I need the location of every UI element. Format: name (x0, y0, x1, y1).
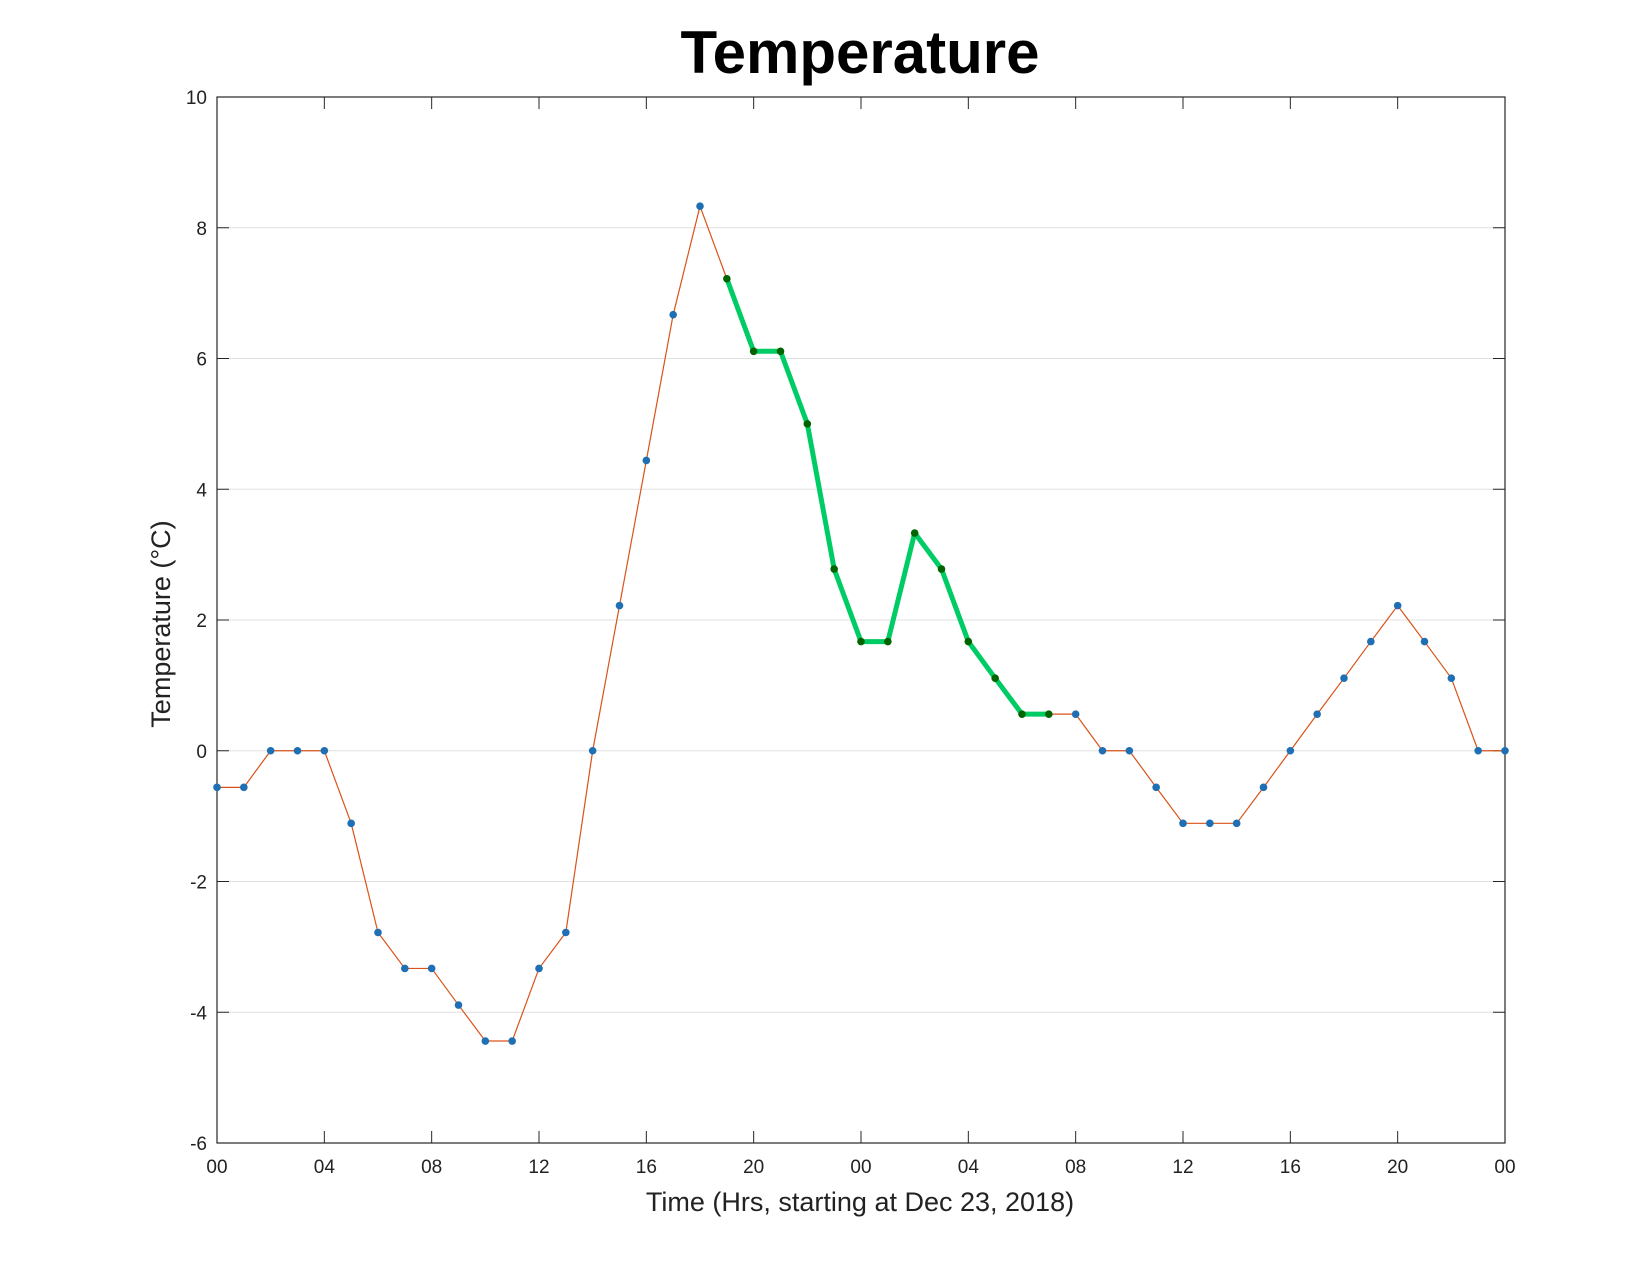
data-point (615, 601, 624, 610)
data-point (696, 202, 704, 210)
data-point (1179, 819, 1187, 828)
y-tick-label: 8 (196, 219, 207, 240)
y-tick-label: 0 (196, 742, 207, 763)
data-point (213, 783, 221, 792)
highlight-point (857, 637, 865, 646)
data-point (1232, 819, 1241, 828)
data-point (1098, 746, 1107, 755)
axis-ticks (216, 96, 1506, 1144)
data-point (1286, 746, 1295, 755)
x-tick-label: 08 (421, 1157, 442, 1178)
data-point (240, 783, 248, 792)
data-point (401, 964, 409, 973)
data-point (1393, 601, 1402, 610)
y-tick-label: 2 (196, 611, 207, 632)
data-point (1420, 637, 1429, 646)
x-tick-label: 04 (314, 1157, 336, 1178)
y-tick-label: -4 (190, 1003, 207, 1024)
x-tick-label: 04 (958, 1157, 980, 1178)
highlight-point (830, 565, 838, 573)
x-axis-label: Time (Hrs, starting at Dec 23, 2018) (646, 1187, 1074, 1217)
highlight-point (991, 674, 999, 682)
highlight-point (723, 274, 731, 283)
highlight-point (910, 529, 919, 537)
data-point (1313, 710, 1321, 718)
grid-lines (217, 227, 1505, 1013)
data-point (508, 1037, 516, 1045)
highlight-point (776, 347, 785, 356)
data-point (1474, 746, 1482, 755)
y-tick-label: 4 (196, 480, 207, 501)
y-tick-label: 6 (196, 350, 207, 371)
marker-layer (213, 202, 1509, 1045)
x-tick-label: 00 (850, 1157, 871, 1178)
data-point (535, 964, 543, 973)
x-tick-label: 16 (636, 1157, 657, 1178)
x-tick-label: 08 (1065, 1157, 1086, 1178)
data-point (1447, 674, 1456, 682)
x-tick-label: 00 (1494, 1157, 1515, 1178)
highlight-point (749, 347, 758, 356)
data-point (1125, 746, 1134, 755)
x-tick-label: 12 (528, 1157, 549, 1178)
highlight-point (884, 637, 892, 646)
chart-title: Temperature (680, 19, 1039, 86)
highlight-point (1045, 710, 1053, 718)
y-axis-label: Temperature (°C) (146, 520, 176, 727)
x-tick-label: 12 (1172, 1157, 1193, 1178)
data-point (374, 928, 382, 937)
data-point (320, 746, 329, 755)
data-point (1152, 783, 1160, 792)
x-tick-label: 16 (1280, 1157, 1301, 1178)
data-point (293, 746, 302, 755)
highlight-point (964, 637, 973, 646)
data-point (1367, 637, 1375, 646)
data-point (1340, 674, 1348, 682)
data-point (454, 1001, 463, 1009)
x-tick-label: 20 (1387, 1157, 1408, 1178)
highlight-point (1018, 710, 1026, 718)
data-point (1071, 710, 1080, 718)
highlight-point (937, 565, 946, 573)
data-point (1206, 819, 1214, 828)
data-point (642, 456, 651, 465)
data-point (427, 964, 436, 973)
data-point (481, 1037, 490, 1045)
y-tick-labels: -6 -4 -2 0 2 4 6 8 10 (186, 88, 208, 1155)
x-tick-label: 00 (206, 1157, 227, 1178)
y-tick-label: -6 (190, 1134, 207, 1155)
data-point (266, 746, 275, 755)
y-tick-label: 10 (186, 88, 207, 109)
data-point (588, 746, 597, 755)
x-tick-labels: 00 04 08 12 16 20 00 04 08 12 16 20 00 (206, 1157, 1515, 1178)
data-point (562, 928, 570, 937)
data-point (1501, 746, 1509, 755)
highlight-point (803, 420, 812, 428)
y-tick-label: -2 (190, 873, 207, 894)
x-tick-label: 20 (743, 1157, 764, 1178)
data-point (347, 819, 355, 828)
data-point (669, 310, 677, 319)
data-point (1259, 783, 1268, 792)
